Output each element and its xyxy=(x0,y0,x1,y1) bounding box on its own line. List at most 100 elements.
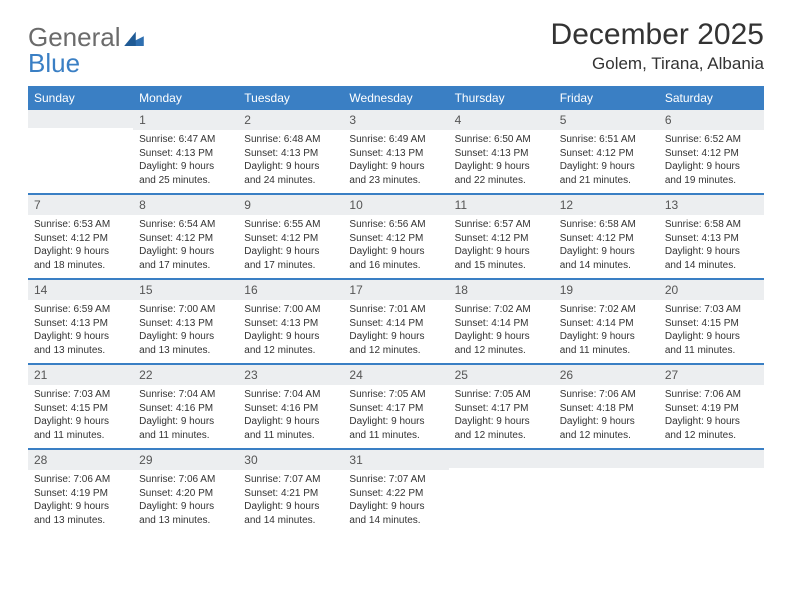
sunset-text: Sunset: 4:19 PM xyxy=(665,402,758,416)
day-number: 19 xyxy=(554,280,659,300)
daylight-text-1: Daylight: 9 hours xyxy=(244,415,337,429)
cell-body: Sunrise: 7:04 AMSunset: 4:16 PMDaylight:… xyxy=(133,385,238,448)
daylight-text-2: and 13 minutes. xyxy=(139,514,232,528)
cell-body: Sunrise: 6:50 AMSunset: 4:13 PMDaylight:… xyxy=(449,130,554,193)
daylight-text-1: Daylight: 9 hours xyxy=(349,415,442,429)
day-header: Friday xyxy=(554,86,659,110)
daylight-text-1: Daylight: 9 hours xyxy=(139,415,232,429)
day-number: 12 xyxy=(554,195,659,215)
calendar-cell: 31Sunrise: 7:07 AMSunset: 4:22 PMDayligh… xyxy=(343,450,448,533)
sunset-text: Sunset: 4:19 PM xyxy=(34,487,127,501)
cell-body: Sunrise: 7:05 AMSunset: 4:17 PMDaylight:… xyxy=(343,385,448,448)
calendar-cell: 17Sunrise: 7:01 AMSunset: 4:14 PMDayligh… xyxy=(343,280,448,363)
daylight-text-2: and 12 minutes. xyxy=(455,344,548,358)
daylight-text-2: and 12 minutes. xyxy=(665,429,758,443)
day-number: 8 xyxy=(133,195,238,215)
calendar-cell: 1Sunrise: 6:47 AMSunset: 4:13 PMDaylight… xyxy=(133,110,238,193)
daylight-text-2: and 12 minutes. xyxy=(349,344,442,358)
daylight-text-1: Daylight: 9 hours xyxy=(665,245,758,259)
sunset-text: Sunset: 4:13 PM xyxy=(349,147,442,161)
calendar-cell: 13Sunrise: 6:58 AMSunset: 4:13 PMDayligh… xyxy=(659,195,764,278)
cell-body: Sunrise: 6:56 AMSunset: 4:12 PMDaylight:… xyxy=(343,215,448,278)
calendar-cell xyxy=(554,450,659,533)
cell-body: Sunrise: 6:57 AMSunset: 4:12 PMDaylight:… xyxy=(449,215,554,278)
calendar-cell: 27Sunrise: 7:06 AMSunset: 4:19 PMDayligh… xyxy=(659,365,764,448)
cell-body: Sunrise: 7:05 AMSunset: 4:17 PMDaylight:… xyxy=(449,385,554,448)
daylight-text-1: Daylight: 9 hours xyxy=(244,500,337,514)
calendar-cell: 25Sunrise: 7:05 AMSunset: 4:17 PMDayligh… xyxy=(449,365,554,448)
calendar-page: GeneralBlue December 2025 Golem, Tirana,… xyxy=(0,0,792,551)
sunset-text: Sunset: 4:22 PM xyxy=(349,487,442,501)
calendar-cell: 28Sunrise: 7:06 AMSunset: 4:19 PMDayligh… xyxy=(28,450,133,533)
sunset-text: Sunset: 4:12 PM xyxy=(244,232,337,246)
day-number: 17 xyxy=(343,280,448,300)
daylight-text-1: Daylight: 9 hours xyxy=(560,160,653,174)
day-number: 22 xyxy=(133,365,238,385)
day-header: Monday xyxy=(133,86,238,110)
calendar-cell: 18Sunrise: 7:02 AMSunset: 4:14 PMDayligh… xyxy=(449,280,554,363)
sunset-text: Sunset: 4:12 PM xyxy=(665,147,758,161)
daylight-text-2: and 12 minutes. xyxy=(244,344,337,358)
daylight-text-1: Daylight: 9 hours xyxy=(139,330,232,344)
cell-body: Sunrise: 7:06 AMSunset: 4:19 PMDaylight:… xyxy=(659,385,764,448)
sunrise-text: Sunrise: 7:06 AM xyxy=(34,473,127,487)
sunrise-text: Sunrise: 7:00 AM xyxy=(244,303,337,317)
daylight-text-2: and 11 minutes. xyxy=(349,429,442,443)
day-header: Thursday xyxy=(449,86,554,110)
sunrise-text: Sunrise: 7:07 AM xyxy=(349,473,442,487)
sunrise-text: Sunrise: 7:05 AM xyxy=(455,388,548,402)
calendar-cell: 9Sunrise: 6:55 AMSunset: 4:12 PMDaylight… xyxy=(238,195,343,278)
cell-body: Sunrise: 6:54 AMSunset: 4:12 PMDaylight:… xyxy=(133,215,238,278)
cell-body: Sunrise: 7:01 AMSunset: 4:14 PMDaylight:… xyxy=(343,300,448,363)
calendar-cell xyxy=(659,450,764,533)
sunset-text: Sunset: 4:15 PM xyxy=(34,402,127,416)
daylight-text-2: and 14 minutes. xyxy=(244,514,337,528)
daylight-text-1: Daylight: 9 hours xyxy=(349,160,442,174)
daylight-text-1: Daylight: 9 hours xyxy=(34,330,127,344)
sunset-text: Sunset: 4:16 PM xyxy=(139,402,232,416)
week-row: 1Sunrise: 6:47 AMSunset: 4:13 PMDaylight… xyxy=(28,110,764,195)
sunset-text: Sunset: 4:12 PM xyxy=(34,232,127,246)
sunrise-text: Sunrise: 6:47 AM xyxy=(139,133,232,147)
calendar-cell xyxy=(28,110,133,193)
daylight-text-1: Daylight: 9 hours xyxy=(560,330,653,344)
sunset-text: Sunset: 4:12 PM xyxy=(560,147,653,161)
sunset-text: Sunset: 4:13 PM xyxy=(244,147,337,161)
day-number: 24 xyxy=(343,365,448,385)
daylight-text-2: and 21 minutes. xyxy=(560,174,653,188)
daylight-text-2: and 12 minutes. xyxy=(560,429,653,443)
weeks-container: 1Sunrise: 6:47 AMSunset: 4:13 PMDaylight… xyxy=(28,110,764,533)
day-number: 5 xyxy=(554,110,659,130)
cell-body: Sunrise: 7:07 AMSunset: 4:22 PMDaylight:… xyxy=(343,470,448,533)
cell-body: Sunrise: 6:55 AMSunset: 4:12 PMDaylight:… xyxy=(238,215,343,278)
sunset-text: Sunset: 4:12 PM xyxy=(139,232,232,246)
logo-text-1: General xyxy=(28,24,121,50)
calendar-cell: 10Sunrise: 6:56 AMSunset: 4:12 PMDayligh… xyxy=(343,195,448,278)
sunset-text: Sunset: 4:12 PM xyxy=(455,232,548,246)
page-title: December 2025 xyxy=(551,18,764,52)
day-header: Wednesday xyxy=(343,86,448,110)
sunrise-text: Sunrise: 7:03 AM xyxy=(34,388,127,402)
daylight-text-1: Daylight: 9 hours xyxy=(455,330,548,344)
daylight-text-2: and 23 minutes. xyxy=(349,174,442,188)
day-number: 1 xyxy=(133,110,238,130)
daylight-text-2: and 25 minutes. xyxy=(139,174,232,188)
day-number xyxy=(449,450,554,468)
daylight-text-2: and 11 minutes. xyxy=(560,344,653,358)
day-number: 13 xyxy=(659,195,764,215)
calendar-cell: 4Sunrise: 6:50 AMSunset: 4:13 PMDaylight… xyxy=(449,110,554,193)
header: GeneralBlue December 2025 Golem, Tirana,… xyxy=(28,18,764,76)
page-subtitle: Golem, Tirana, Albania xyxy=(551,54,764,74)
sunrise-text: Sunrise: 7:01 AM xyxy=(349,303,442,317)
calendar-cell: 11Sunrise: 6:57 AMSunset: 4:12 PMDayligh… xyxy=(449,195,554,278)
sunrise-text: Sunrise: 7:06 AM xyxy=(560,388,653,402)
day-number: 3 xyxy=(343,110,448,130)
cell-body: Sunrise: 7:03 AMSunset: 4:15 PMDaylight:… xyxy=(659,300,764,363)
cell-body: Sunrise: 6:52 AMSunset: 4:12 PMDaylight:… xyxy=(659,130,764,193)
sunset-text: Sunset: 4:15 PM xyxy=(665,317,758,331)
daylight-text-1: Daylight: 9 hours xyxy=(349,330,442,344)
daylight-text-1: Daylight: 9 hours xyxy=(560,415,653,429)
week-row: 7Sunrise: 6:53 AMSunset: 4:12 PMDaylight… xyxy=(28,195,764,280)
day-number: 26 xyxy=(554,365,659,385)
sunset-text: Sunset: 4:13 PM xyxy=(665,232,758,246)
